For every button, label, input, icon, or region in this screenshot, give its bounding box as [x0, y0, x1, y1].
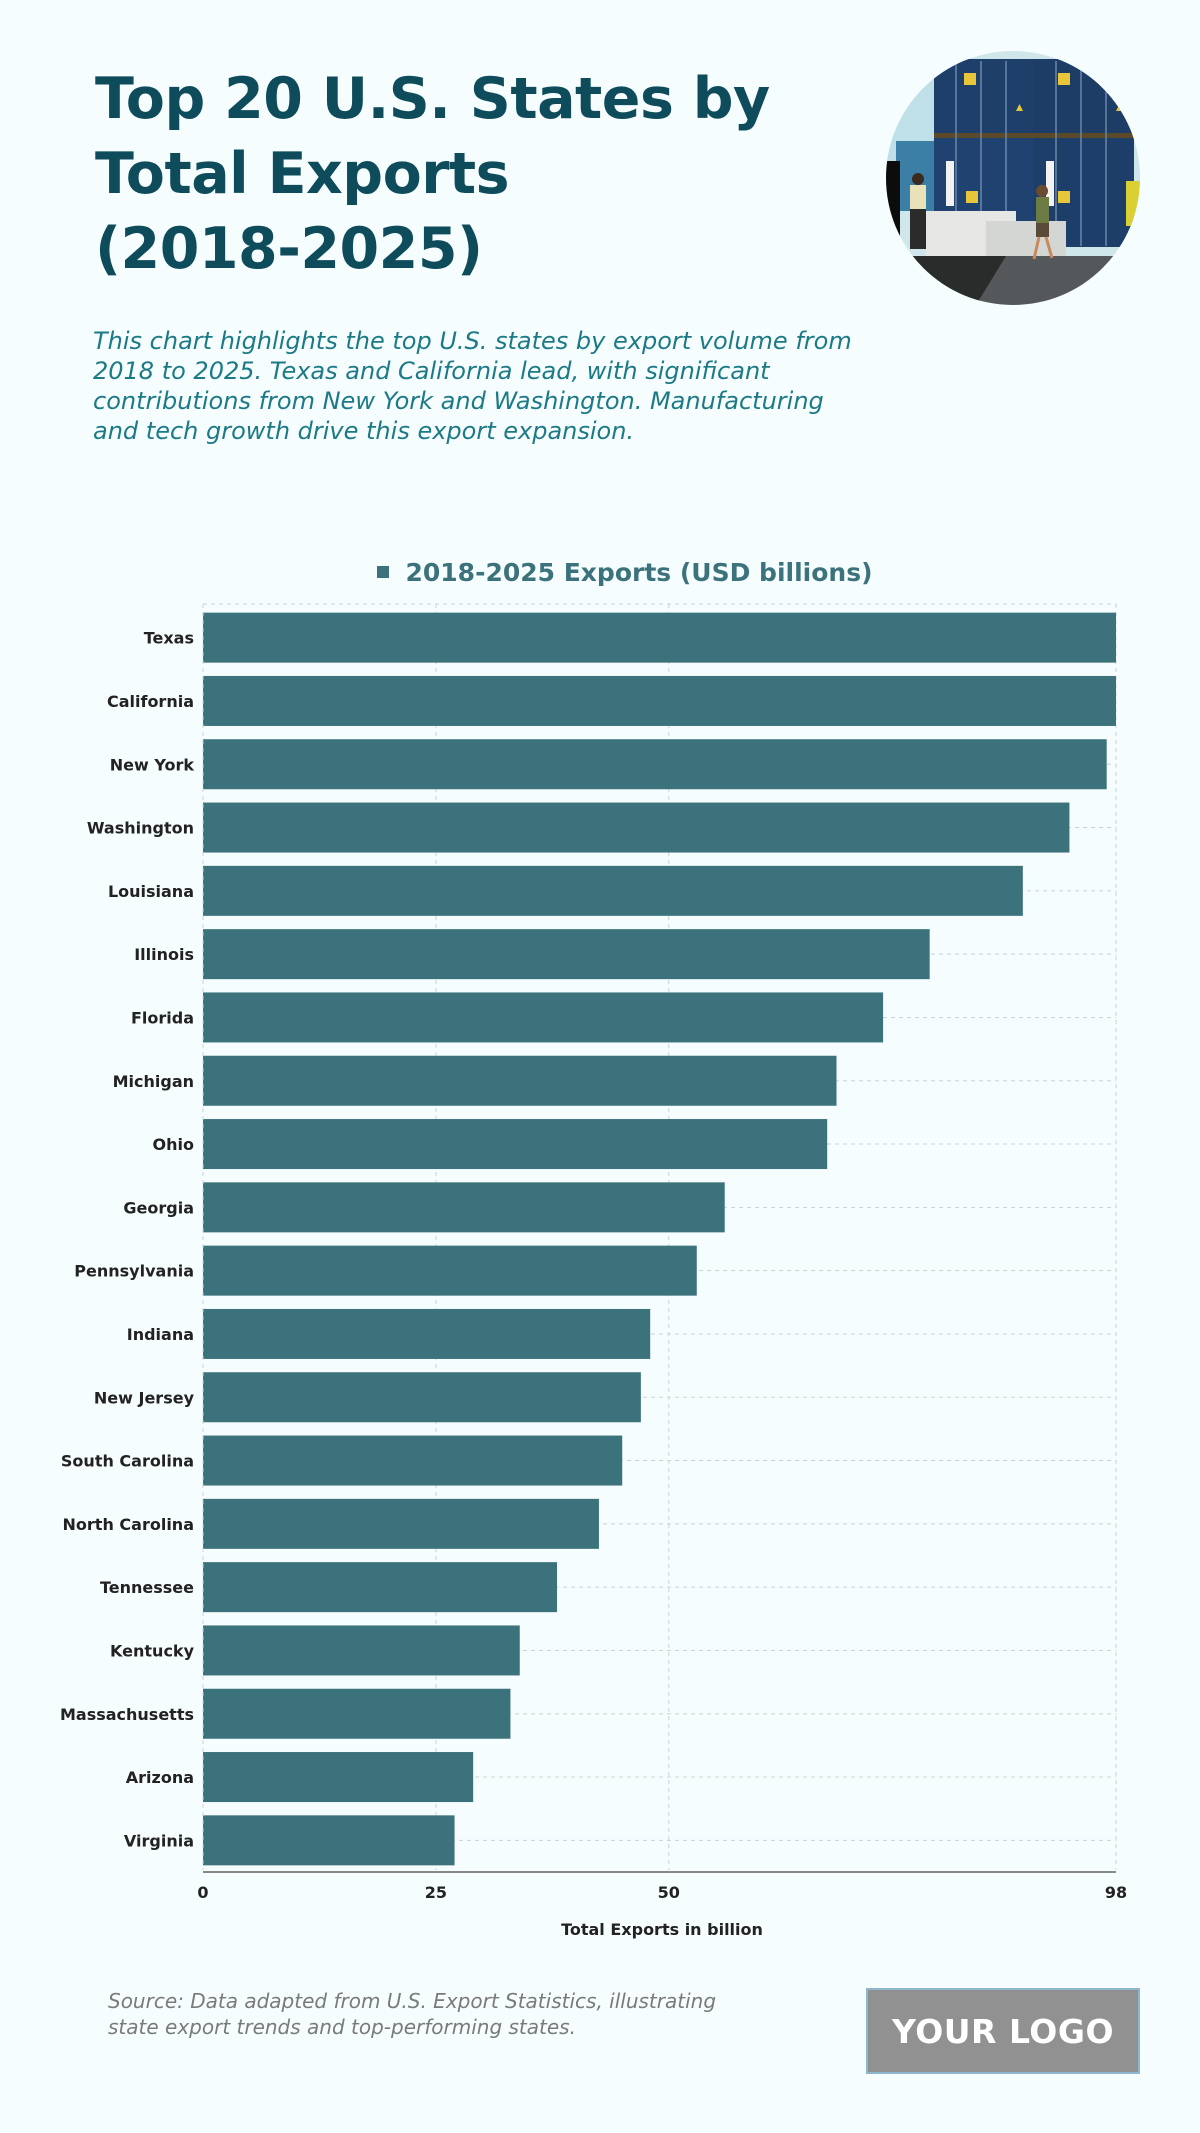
bar-new-jersey [203, 1372, 641, 1423]
category-label: Ohio [153, 1135, 194, 1154]
category-labels: Texas California New York Washington Louisia… [60, 629, 195, 1851]
category-label: California [107, 692, 194, 711]
bar-new-york [203, 739, 1107, 790]
logo-placeholder: YOUR LOGO [866, 1988, 1140, 2074]
source-line-1: Source: Data adapted from U.S. Export St… [108, 1989, 717, 2013]
category-label: Florida [131, 1008, 194, 1027]
bar-indiana [203, 1308, 651, 1359]
chart-legend: 2018-2025 Exports (USD billions) [0, 552, 1200, 592]
category-label: South Carolina [61, 1452, 194, 1471]
category-label: Kentucky [110, 1641, 195, 1660]
category-label: New York [110, 755, 195, 774]
description-line-2: 2018 to 2025. Texas and California lead,… [93, 357, 770, 385]
category-label: Pennsylvania [74, 1262, 194, 1281]
legend-label: 2018-2025 Exports (USD billions) [405, 557, 873, 587]
chart-description: This chart highlights the top U.S. state… [93, 326, 893, 446]
x-axis: 0 25 50 98 [197, 604, 1127, 1902]
category-label: Illinois [134, 945, 194, 964]
bar-tennessee [203, 1562, 558, 1613]
title-line-3: (2018-2025) [95, 216, 483, 282]
bar-ohio [203, 1119, 828, 1170]
legend-square-icon [377, 566, 390, 578]
bar-texas [203, 612, 1116, 663]
x-tick-label: 50 [658, 1883, 680, 1902]
bar-virginia [203, 1815, 455, 1866]
category-label: Arizona [126, 1768, 194, 1787]
source-line-2: state export trends and top-performing s… [108, 2015, 576, 2039]
bar-arizona [203, 1752, 474, 1803]
category-label: New Jersey [94, 1388, 195, 1407]
bar-michigan [203, 1055, 837, 1106]
source-note: Source: Data adapted from U.S. Export St… [108, 1988, 808, 2040]
title-line-2: Total Exports [95, 141, 510, 207]
page-title: Top 20 U.S. States by Total Exports (201… [95, 62, 855, 287]
bars [203, 612, 1116, 1866]
category-label: Texas [144, 629, 194, 648]
bar-georgia [203, 1182, 725, 1233]
bar-pennsylvania [203, 1245, 697, 1296]
category-label: Washington [87, 819, 194, 838]
bar-florida [203, 992, 884, 1043]
category-label: North Carolina [63, 1515, 194, 1534]
description-line-3: contributions from New York and Washingt… [93, 387, 824, 415]
category-label: Michigan [113, 1072, 194, 1091]
bar-washington [203, 802, 1070, 853]
bar-massachusetts [203, 1688, 511, 1739]
category-label: Georgia [123, 1198, 194, 1217]
x-tick-label: 0 [197, 1883, 208, 1902]
description-line-1: This chart highlights the top U.S. state… [93, 327, 852, 355]
x-tick-label: 25 [425, 1883, 447, 1902]
category-label: Tennessee [100, 1578, 194, 1597]
title-line-1: Top 20 U.S. States by [95, 66, 770, 132]
bar-kentucky [203, 1625, 520, 1676]
description-line-4: and tech growth drive this export expans… [93, 417, 635, 445]
x-tick-label: 98 [1105, 1883, 1127, 1902]
bar-california [203, 675, 1116, 726]
category-label: Indiana [127, 1325, 194, 1344]
bar-illinois [203, 929, 930, 980]
category-label: Louisiana [108, 882, 194, 901]
bar-south-carolina [203, 1435, 623, 1486]
bar-north-carolina [203, 1498, 599, 1549]
category-label: Massachusetts [60, 1705, 194, 1724]
x-axis-title: Total Exports in billion [561, 1920, 763, 1939]
category-label: Virginia [124, 1831, 194, 1850]
bar-louisiana [203, 865, 1023, 916]
grid-lines [202, 603, 1117, 1870]
